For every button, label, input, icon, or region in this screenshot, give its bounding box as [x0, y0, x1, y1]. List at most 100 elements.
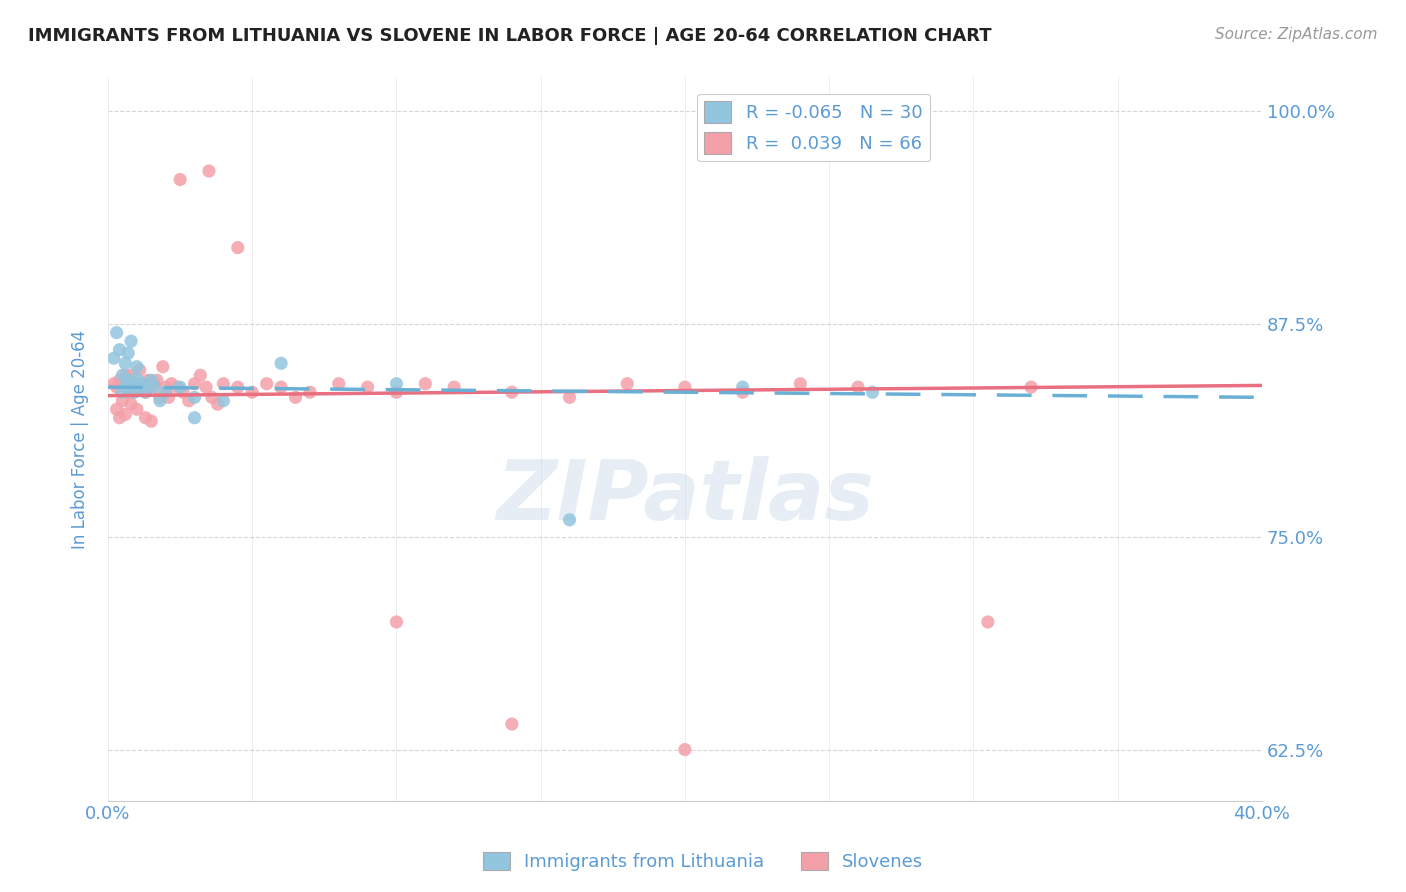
- Point: [226, 241, 249, 255]
- Point: [125, 376, 148, 391]
- Point: [134, 385, 156, 400]
- Point: [120, 368, 142, 383]
- Point: [122, 385, 145, 400]
- Text: IMMIGRANTS FROM LITHUANIA VS SLOVENE IN LABOR FORCE | AGE 20-64 CORRELATION CHAR: IMMIGRANTS FROM LITHUANIA VS SLOVENE IN …: [28, 27, 991, 45]
- Point: [212, 376, 235, 391]
- Point: [131, 376, 153, 391]
- Point: [114, 408, 136, 422]
- Legend: Immigrants from Lithuania, Slovenes: Immigrants from Lithuania, Slovenes: [475, 845, 931, 879]
- Point: [117, 385, 139, 400]
- Point: [240, 385, 263, 400]
- Point: [149, 393, 172, 408]
- Point: [385, 615, 408, 629]
- Point: [108, 373, 131, 387]
- Point: [105, 326, 128, 340]
- Point: [166, 380, 188, 394]
- Point: [501, 717, 523, 731]
- Point: [108, 410, 131, 425]
- Legend: R = -0.065   N = 30, R =  0.039   N = 66: R = -0.065 N = 30, R = 0.039 N = 66: [697, 94, 929, 161]
- Text: Source: ZipAtlas.com: Source: ZipAtlas.com: [1215, 27, 1378, 42]
- Point: [117, 373, 139, 387]
- Point: [212, 393, 235, 408]
- Point: [977, 615, 1000, 629]
- Point: [114, 356, 136, 370]
- Point: [198, 164, 221, 178]
- Point: [111, 385, 134, 400]
- Point: [105, 380, 128, 394]
- Point: [558, 513, 581, 527]
- Point: [114, 380, 136, 394]
- Point: [270, 380, 292, 394]
- Point: [120, 334, 142, 348]
- Point: [111, 393, 134, 408]
- Point: [125, 371, 148, 385]
- Point: [114, 368, 136, 383]
- Point: [846, 380, 869, 394]
- Point: [256, 376, 278, 391]
- Point: [188, 368, 211, 383]
- Point: [558, 390, 581, 404]
- Point: [131, 376, 153, 391]
- Point: [298, 385, 321, 400]
- Point: [146, 373, 169, 387]
- Point: [117, 376, 139, 391]
- Point: [1019, 380, 1042, 394]
- Point: [183, 390, 205, 404]
- Point: [103, 351, 125, 366]
- Point: [105, 402, 128, 417]
- Point: [195, 380, 218, 394]
- Point: [616, 376, 638, 391]
- Point: [103, 376, 125, 391]
- Point: [501, 385, 523, 400]
- Point: [862, 385, 884, 400]
- Point: [122, 385, 145, 400]
- Point: [152, 359, 174, 374]
- Point: [443, 380, 465, 394]
- Point: [226, 380, 249, 394]
- Point: [120, 397, 142, 411]
- Point: [128, 380, 150, 394]
- Point: [134, 385, 156, 400]
- Point: [108, 343, 131, 357]
- Point: [128, 380, 150, 394]
- Point: [207, 397, 229, 411]
- Point: [789, 376, 811, 391]
- Point: [141, 373, 163, 387]
- Point: [155, 380, 177, 394]
- Point: [385, 385, 408, 400]
- Point: [117, 346, 139, 360]
- Point: [125, 402, 148, 417]
- Y-axis label: In Labor Force | Age 20-64: In Labor Force | Age 20-64: [72, 329, 89, 549]
- Point: [149, 390, 172, 404]
- Point: [155, 385, 177, 400]
- Point: [143, 376, 166, 391]
- Point: [731, 380, 754, 394]
- Point: [120, 376, 142, 391]
- Point: [284, 390, 307, 404]
- Point: [270, 356, 292, 370]
- Point: [413, 376, 436, 391]
- Point: [125, 359, 148, 374]
- Point: [111, 368, 134, 383]
- Point: [141, 414, 163, 428]
- Point: [356, 380, 378, 394]
- Point: [157, 390, 180, 404]
- Point: [673, 380, 696, 394]
- Point: [160, 376, 183, 391]
- Point: [138, 373, 160, 387]
- Point: [183, 376, 205, 391]
- Point: [201, 390, 224, 404]
- Point: [111, 376, 134, 391]
- Point: [328, 376, 350, 391]
- Point: [169, 172, 191, 186]
- Point: [673, 742, 696, 756]
- Point: [134, 410, 156, 425]
- Point: [385, 376, 408, 391]
- Point: [172, 385, 194, 400]
- Point: [141, 380, 163, 394]
- Point: [731, 385, 754, 400]
- Point: [143, 380, 166, 394]
- Point: [128, 363, 150, 377]
- Point: [169, 380, 191, 394]
- Point: [177, 393, 200, 408]
